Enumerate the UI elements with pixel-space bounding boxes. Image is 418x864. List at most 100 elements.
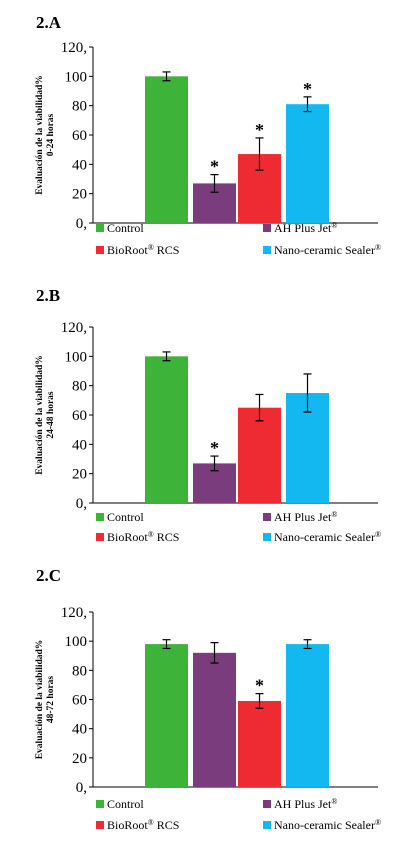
y-tick-label: 120,: [61, 320, 87, 336]
legend-label: AH Plus Jet®: [274, 510, 337, 524]
y-tick-label: 0,: [76, 780, 87, 796]
legend-label: AH Plus Jet®: [274, 797, 337, 811]
legend-item-1: Control: [96, 510, 144, 524]
legend-item-3: BioRoot® RCS: [96, 530, 179, 544]
error-bar-1: [162, 351, 171, 362]
legend-swatch: [96, 821, 104, 829]
y-tick-label: 20: [72, 187, 87, 203]
bar-3: [238, 407, 281, 503]
legend-label-reg: ®: [148, 818, 154, 827]
y-tick-label: 60: [72, 128, 87, 144]
legend-swatch: [263, 533, 271, 541]
bar-4: [286, 644, 329, 787]
y-tick-label: 80: [72, 99, 87, 115]
legend-label: Nano-ceramic Sealer®: [274, 818, 381, 832]
y-axis-title-line: Evaluación de la viabilidad%: [35, 75, 45, 195]
error-bar-2: [210, 642, 219, 664]
legend-item-2: AH Plus Jet®: [263, 797, 337, 811]
chart-panel-2: 2.B Evaluación de la viabilidad%24-48 hor…: [35, 286, 381, 544]
y-tick-label: 40: [72, 437, 87, 453]
legend-swatch: [96, 224, 104, 232]
error-bar-2: [210, 455, 219, 472]
legend-label: Control: [107, 221, 144, 235]
y-tick-label: 40: [72, 157, 87, 173]
y-axis-title: Evaluación de la viabilidad%0-24 horas: [35, 75, 56, 195]
legend-swatch: [263, 821, 271, 829]
error-bar-1: [162, 639, 171, 650]
legend-label-reg: ®: [375, 530, 381, 539]
legend-label-suffix: RCS: [154, 818, 180, 832]
bar-1: [145, 76, 188, 223]
legend-item-3: BioRoot® RCS: [96, 818, 179, 832]
error-bar-4: [303, 373, 312, 413]
legend-label-reg: ®: [148, 243, 154, 252]
legend-item-1: Control: [96, 797, 144, 811]
y-tick-label: 20: [72, 467, 87, 483]
y-tick-label: 120,: [61, 605, 87, 621]
y-tick-label: 80: [72, 663, 87, 679]
panel-title: 2.C: [36, 566, 61, 585]
legend-label-suffix: RCS: [154, 530, 180, 544]
legend-label-reg: ®: [375, 818, 381, 827]
legend-swatch: [96, 800, 104, 808]
y-tick-label: 20: [72, 751, 87, 767]
legend-swatch: [263, 800, 271, 808]
y-axis-title-line: 0-24 horas: [46, 113, 56, 156]
legend-item-4: Nano-ceramic Sealer®: [263, 818, 381, 832]
legend-label: Control: [107, 510, 144, 524]
legend-item-2: AH Plus Jet®: [263, 221, 337, 235]
legend-label-reg: ®: [148, 530, 154, 539]
significance-marker: *: [210, 157, 219, 177]
significance-marker: *: [255, 120, 264, 140]
error-bar-4: [303, 96, 312, 113]
bar-2: [193, 652, 236, 787]
y-tick-label: 0,: [76, 496, 87, 512]
y-axis-title-line: Evaluación de la viabilidad%: [35, 640, 45, 760]
legend-label: Nano-ceramic Sealer®: [274, 530, 381, 544]
bar-3: [238, 700, 281, 787]
legend-item-4: Nano-ceramic Sealer®: [263, 243, 381, 257]
error-bar-4: [303, 639, 312, 650]
bar-4: [286, 104, 329, 223]
legend-label-text: Control: [107, 797, 144, 811]
legend-label-suffix: RCS: [154, 243, 180, 257]
significance-marker: *: [303, 79, 312, 99]
legend-label: AH Plus Jet®: [274, 221, 337, 235]
legend-label: Nano-ceramic Sealer®: [274, 243, 381, 257]
y-axis-title-line: Evaluación de la viabilidad%: [35, 355, 45, 475]
legend-label-text: AH Plus Jet: [274, 221, 332, 235]
legend-swatch: [96, 513, 104, 521]
legend-label-reg: ®: [331, 797, 337, 806]
significance-marker: *: [210, 438, 219, 458]
y-tick-label: 0,: [76, 216, 87, 232]
legend-item-3: BioRoot® RCS: [96, 243, 179, 257]
panel-title: 2.B: [36, 286, 60, 305]
panel-title: 2.A: [36, 13, 62, 32]
y-tick-label: 100: [65, 349, 88, 365]
legend-label-text: Nano-ceramic Sealer: [274, 818, 375, 832]
bar-1: [145, 356, 188, 503]
legend-swatch: [263, 513, 271, 521]
error-bar-3: [255, 393, 264, 422]
y-axis-title-line: 48-72 horas: [46, 676, 56, 724]
legend-label-reg: ®: [331, 510, 337, 519]
chart-panel-1: 2.A Evaluación de la viabilidad%0-24 hora…: [35, 13, 381, 257]
error-bar-3: [255, 693, 264, 709]
legend-label-text: Control: [107, 510, 144, 524]
legend-label: BioRoot® RCS: [107, 818, 179, 832]
legend-label-text: BioRoot: [107, 530, 148, 544]
y-axis-title-line: 24-48 horas: [46, 391, 56, 439]
legend-label-text: Nano-ceramic Sealer: [274, 243, 375, 257]
legend-label-text: AH Plus Jet: [274, 510, 332, 524]
legend-label: Control: [107, 797, 144, 811]
bar-1: [145, 644, 188, 787]
y-tick-label: 60: [72, 408, 87, 424]
significance-marker: *: [255, 676, 264, 696]
legend-label: BioRoot® RCS: [107, 243, 179, 257]
error-bar-1: [162, 71, 171, 82]
y-tick-label: 80: [72, 379, 87, 395]
legend-item-2: AH Plus Jet®: [263, 510, 337, 524]
y-tick-label: 40: [72, 722, 87, 738]
y-tick-label: 120,: [61, 40, 87, 56]
